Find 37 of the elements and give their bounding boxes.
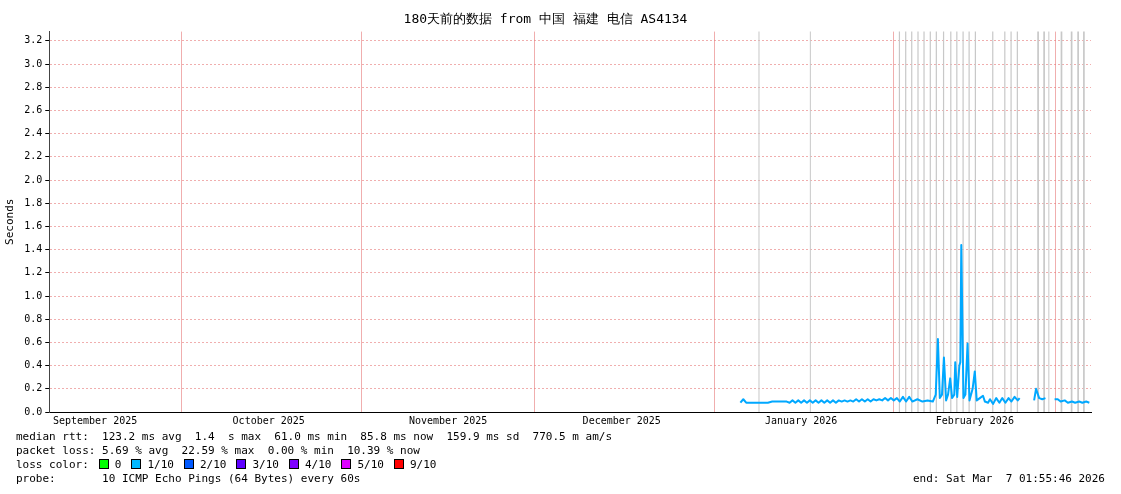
text: packet loss: 5.69 % avg 22.59 % max 0.00 % min 10.39 % now [16, 444, 421, 458]
text: loss color: [16, 458, 89, 471]
y-tick-label: 1.0 [24, 289, 43, 301]
y-tick-label: 3.0 [24, 57, 43, 69]
y-tick-label: 1.8 [24, 196, 43, 208]
y-tick-label: 1.2 [24, 266, 43, 278]
y-tick-label: 1.6 [24, 220, 43, 232]
text: 4/10 [304, 458, 332, 471]
text: 5/10 [357, 458, 384, 471]
y-tick-label: 0.6 [24, 336, 43, 348]
x-tick-label: September 2025 [52, 414, 138, 426]
text: end: Sat Mar 7 01:55:46 2026 [912, 472, 1105, 485]
y-tick-label: 3.2 [24, 34, 43, 46]
text: 9/10 [409, 458, 437, 471]
x-tick-label: December 2025 [582, 414, 661, 426]
text: 1/10 [147, 458, 174, 471]
y-tick-label: 0.4 [24, 359, 43, 371]
chart-title: 180天前的数据 from 中国 福建 电信 AS4134 [403, 11, 688, 27]
y-tick-label: 0.0 [24, 405, 43, 417]
text: 3/10 [252, 458, 279, 471]
y-tick-label: 0.2 [24, 382, 43, 394]
y-tick-label: 2.2 [24, 150, 43, 162]
text: probe: 10 ICMP Echo Pings (64 Bytes) every 60s [16, 472, 362, 486]
y-tick-label: 2.6 [24, 104, 43, 116]
text: 0 [114, 458, 122, 471]
y-tick-label: 2.4 [24, 127, 43, 139]
x-tick-label: February 2026 [935, 414, 1014, 426]
y-tick-label: 2.0 [24, 173, 43, 185]
y-tick-label: 1.4 [24, 243, 43, 255]
x-tick-label: January 2026 [765, 414, 838, 426]
x-tick-label: October 2025 [232, 414, 305, 426]
y-axis-title: Seconds [3, 198, 17, 245]
x-tick-label: November 2025 [408, 414, 488, 426]
text: median rtt: 123.2 ms avg 1.4 s max 61.0 ms min 85.8 ms now 159.9 ms sd 770.5 m am/s [16, 430, 613, 444]
text: 2/10 [199, 458, 227, 471]
y-tick-label: 2.8 [24, 80, 43, 92]
y-tick-label: 0.8 [24, 312, 43, 324]
